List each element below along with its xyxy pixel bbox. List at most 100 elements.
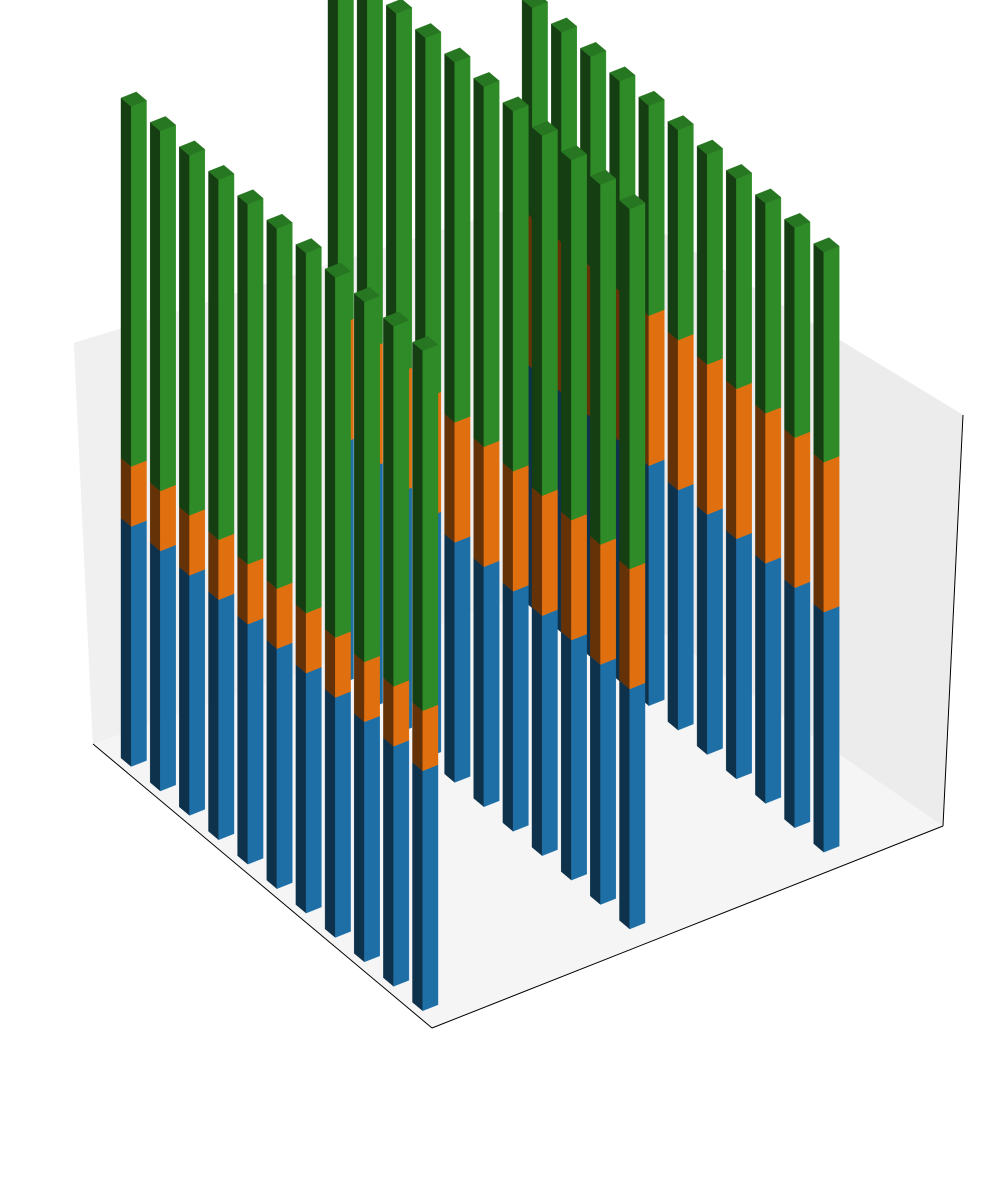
bar-face-right-bottom — [276, 642, 293, 889]
bar-face-left-middle — [784, 428, 795, 589]
bar-face-left-bottom — [784, 578, 795, 829]
bar-face-left-middle — [813, 453, 824, 613]
bar-face-top — [784, 212, 811, 229]
bar-face-left-top — [531, 126, 543, 497]
bar-face-left-bottom — [266, 639, 278, 890]
bar-face-top — [755, 188, 782, 204]
bar-face-left-bottom — [324, 688, 336, 938]
bar-face-left-middle — [726, 379, 737, 540]
bar-face-right-bottom — [571, 633, 587, 881]
bar-face-left-bottom — [237, 615, 249, 865]
bar-face-left-top — [784, 218, 795, 439]
bar-face-top — [295, 238, 322, 254]
bar-g0-b3 — [208, 164, 235, 841]
bar-face-right-bottom — [677, 483, 694, 731]
bar-face-left-middle — [179, 506, 190, 576]
bar-face-right-bottom — [542, 609, 558, 856]
bar-face-right-top — [823, 245, 840, 463]
bar-face-right-top — [130, 100, 147, 467]
bar-face-left-top — [354, 292, 365, 663]
bar-face-left-top — [208, 170, 219, 541]
bar-face-left-top — [120, 97, 132, 467]
bar-face-left-top — [149, 121, 161, 492]
bar-face-right-bottom — [512, 584, 529, 832]
bar-face-left-bottom — [149, 541, 161, 792]
bar-face-left-middle — [354, 652, 365, 723]
bar-face-left-bottom — [473, 557, 485, 808]
bar-face-left-middle — [237, 555, 249, 625]
bar-face-right-bottom — [247, 617, 264, 865]
bar-g2-b8 — [755, 188, 782, 804]
bar-face-right-top — [512, 104, 529, 472]
bar-face-left-bottom — [179, 566, 190, 816]
bar-face-left-bottom — [813, 603, 824, 853]
bar-face-right-top — [393, 320, 410, 687]
bar-face-right-middle — [542, 489, 558, 616]
bar-face-left-middle — [561, 511, 572, 641]
bar-face-right-top — [160, 124, 176, 492]
bar-face-right-middle — [677, 333, 694, 491]
bar-face-left-bottom — [208, 590, 219, 841]
bar-face-left-top — [667, 121, 679, 341]
bar-face-left-middle — [266, 579, 278, 650]
bar-face-right-middle — [335, 631, 351, 698]
bar-g1-b7 — [531, 120, 558, 857]
bar-face-right-bottom — [305, 666, 322, 914]
bar-face-left-middle — [619, 559, 630, 690]
bar-face-right-top — [218, 173, 235, 541]
bar-face-left-bottom — [354, 712, 365, 963]
x-axis-line — [92, 743, 433, 1029]
bar-face-top — [589, 169, 617, 185]
bar-face-right-bottom — [765, 557, 782, 804]
bar-face-right-middle — [707, 358, 723, 515]
bar-face-left-bottom — [667, 481, 679, 731]
bar-g0-b1 — [149, 116, 177, 792]
bar-face-left-bottom — [383, 737, 394, 987]
bar-face-top — [813, 237, 840, 253]
bar-face-left-bottom — [755, 554, 766, 804]
bar-face-top — [385, 0, 413, 14]
bar-face-right-middle — [571, 513, 587, 641]
bar-g1-b10 — [619, 194, 646, 930]
bar-face-left-top — [383, 317, 394, 687]
bar-g2-b5 — [667, 115, 694, 731]
bar-face-right-top — [335, 271, 351, 638]
bar-face-top — [696, 139, 723, 155]
bar-face-top — [412, 335, 439, 352]
chart-bars — [120, 0, 840, 1012]
bar-face-top — [149, 116, 177, 132]
bar-face-top — [324, 262, 351, 278]
bar-face-right-middle — [765, 407, 782, 564]
bar-face-left-bottom — [531, 606, 543, 857]
bar-face-left-bottom — [619, 679, 630, 930]
bar-face-left-middle — [149, 481, 161, 552]
bar-face-right-top — [648, 99, 665, 316]
bar-face-left-bottom — [502, 582, 514, 832]
bar-g0-b0 — [120, 91, 147, 767]
bar-g0-b6 — [295, 238, 322, 914]
bar-face-top — [522, 0, 548, 9]
bar-face-top — [560, 145, 588, 161]
bar-face-right-middle — [454, 416, 471, 543]
bar-face-right-bottom — [648, 459, 665, 706]
bar-face-left-middle — [412, 701, 423, 772]
bar-face-right-middle — [189, 509, 206, 576]
bar-face-left-top — [412, 341, 423, 712]
bar-face-right-top — [736, 172, 752, 390]
bar-face-left-middle — [324, 628, 336, 698]
bar-face-left-bottom — [561, 631, 572, 881]
bar-face-right-bottom — [422, 764, 439, 1012]
bar-face-right-middle — [218, 533, 235, 601]
bar-face-top — [725, 164, 753, 180]
bar-face-right-middle — [130, 460, 147, 527]
bar-face-left-middle — [120, 457, 132, 527]
bar-face-right-middle — [629, 562, 646, 690]
bar-face-right-bottom — [794, 581, 811, 829]
bar-face-top — [502, 96, 529, 112]
bar-face-top — [383, 311, 410, 327]
bar-face-right-bottom — [629, 682, 646, 930]
bar-face-left-middle — [383, 677, 394, 747]
bar-face-left-top — [324, 268, 336, 638]
bar-face-right-top — [276, 222, 293, 589]
bar-g2-b10 — [813, 237, 840, 853]
